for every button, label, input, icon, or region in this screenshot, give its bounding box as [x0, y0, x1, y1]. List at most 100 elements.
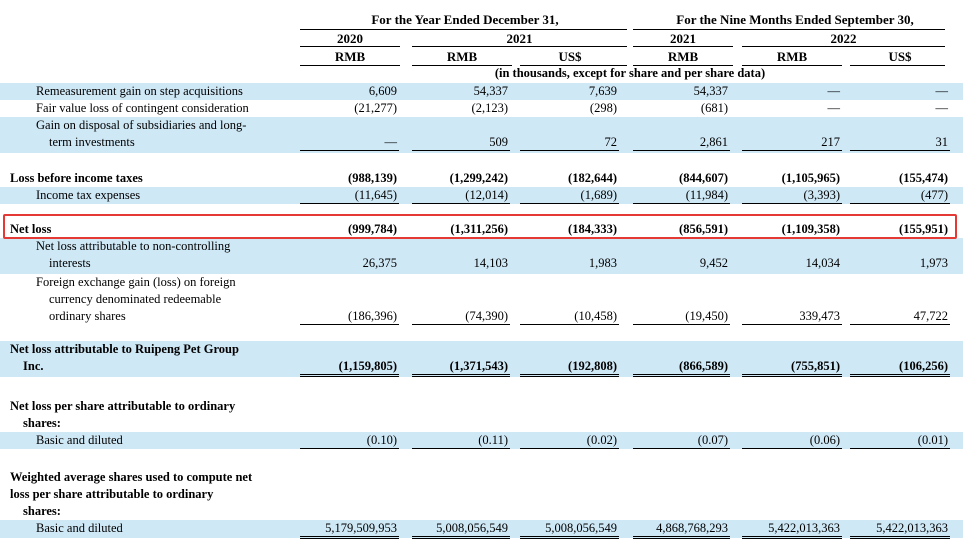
value-cell: 72 [604, 135, 618, 149]
currency-rule [742, 65, 842, 66]
row-label: Gain on disposal of subsidiaries and lon… [36, 118, 247, 132]
year-2022-nine: 2022 [830, 31, 857, 46]
value-cell: (0.10) [366, 433, 397, 447]
underline [742, 324, 842, 325]
table-row: Fair value loss of contingent considerat… [0, 100, 963, 117]
currency-header: RMB [446, 49, 478, 64]
underline [412, 203, 510, 204]
underline [850, 324, 950, 325]
double-underline [633, 536, 730, 539]
value-cell: (1,105,965) [781, 171, 840, 185]
table-row: Remeasurement gain on step acquisitions 6… [0, 83, 963, 100]
value-cell: 54,337 [693, 84, 728, 98]
row-label: Basic and diluted [36, 521, 123, 535]
value-cell: (1,109,358) [781, 222, 840, 236]
underline [633, 203, 730, 204]
double-underline [412, 374, 510, 377]
double-underline [300, 374, 399, 377]
underline [520, 324, 619, 325]
row-label: currency denominated redeemable [49, 292, 222, 306]
value-cell: 5,179,509,953 [325, 521, 397, 535]
value-cell: (1,689) [580, 188, 617, 202]
value-cell: (0.11) [478, 433, 508, 447]
value-cell: (10,458) [574, 309, 617, 323]
underline [412, 324, 510, 325]
value-cell: 1,983 [588, 256, 617, 270]
row-label: Net loss attributable to non-controlling [36, 239, 231, 253]
nine-month-group-header: For the Nine Months Ended September 30, [676, 12, 914, 27]
value-cell: (19,450) [685, 309, 728, 323]
value-cell: 339,473 [799, 309, 840, 323]
value-cell: (477) [920, 188, 948, 202]
value-cell: (1,159,805) [338, 359, 397, 373]
underline [633, 324, 730, 325]
double-underline [850, 374, 950, 377]
row-label: Weighted average shares used to compute … [10, 470, 253, 484]
value-cell: (184,333) [568, 222, 617, 236]
underline [300, 150, 399, 151]
underline [520, 448, 619, 449]
value-cell: (106,256) [899, 359, 948, 373]
value-cell: — [935, 101, 949, 115]
row-label: term investments [49, 135, 135, 149]
value-cell: — [935, 84, 949, 98]
value-cell: (74,390) [465, 309, 508, 323]
table-row: Loss before income taxes (988,139) (1,299,… [0, 170, 963, 187]
double-underline [412, 536, 510, 539]
underline [300, 203, 399, 204]
value-cell: (21,277) [354, 101, 397, 115]
value-cell: (0.06) [809, 433, 840, 447]
value-cell: (0.01) [917, 433, 948, 447]
year-group-rule [300, 29, 627, 30]
double-underline [633, 374, 730, 377]
currency-header: US$ [558, 49, 582, 64]
currency-rule [412, 65, 512, 66]
value-cell: 26,375 [362, 256, 397, 270]
underline [520, 203, 619, 204]
table-row: Net loss (999,784) (1,311,256) (184,333) (85… [0, 221, 963, 238]
value-cell: (1,311,256) [450, 222, 508, 236]
underline [633, 448, 730, 449]
year-rule-2020 [300, 46, 400, 47]
year-group-header: For the Year Ended December 31, [371, 12, 559, 27]
value-cell: (681) [700, 101, 728, 115]
double-underline [850, 536, 950, 539]
value-cell: (11,645) [354, 188, 397, 202]
underline [742, 448, 842, 449]
value-cell: (182,644) [568, 171, 617, 185]
underline [412, 448, 510, 449]
underline [300, 324, 399, 325]
value-cell: 7,639 [588, 84, 617, 98]
value-cell: 54,337 [473, 84, 508, 98]
value-cell: (155,474) [899, 171, 948, 185]
value-cell: (0.07) [697, 433, 728, 447]
value-cell: 5,422,013,363 [876, 521, 948, 535]
row-label: Net loss [10, 222, 52, 236]
table-row: Gain on disposal of subsidiaries and lon… [0, 117, 963, 153]
row-label: shares: [23, 504, 61, 518]
row-label: shares: [23, 416, 61, 430]
value-cell: (12,014) [465, 188, 508, 202]
table-row: Basic and diluted 5,179,509,953 5,008,056,… [0, 520, 963, 539]
underline [742, 203, 842, 204]
table-row: Foreign exchange gain (loss) on foreign c… [0, 274, 963, 327]
currency-header: RMB [667, 49, 699, 64]
year-rule-2021 [412, 46, 627, 47]
value-cell: 5,008,056,549 [545, 521, 617, 535]
row-label: Inc. [23, 359, 44, 373]
nine-month-group-rule [633, 29, 945, 30]
row-label: Fair value loss of contingent considerat… [36, 101, 249, 115]
currency-rule [300, 65, 400, 66]
value-cell: — [384, 135, 398, 149]
year-2021: 2021 [506, 31, 533, 46]
value-cell: 31 [935, 135, 949, 149]
value-cell: (1,371,543) [449, 359, 508, 373]
row-label: Foreign exchange gain (loss) on foreign [36, 275, 236, 289]
underline [520, 150, 619, 151]
value-cell: (866,589) [679, 359, 728, 373]
row-label: Net loss per share attributable to ordin… [10, 399, 236, 413]
row-label: Basic and diluted [36, 433, 123, 447]
value-cell: (856,591) [679, 222, 728, 236]
underline [742, 150, 842, 151]
underline [850, 448, 950, 449]
